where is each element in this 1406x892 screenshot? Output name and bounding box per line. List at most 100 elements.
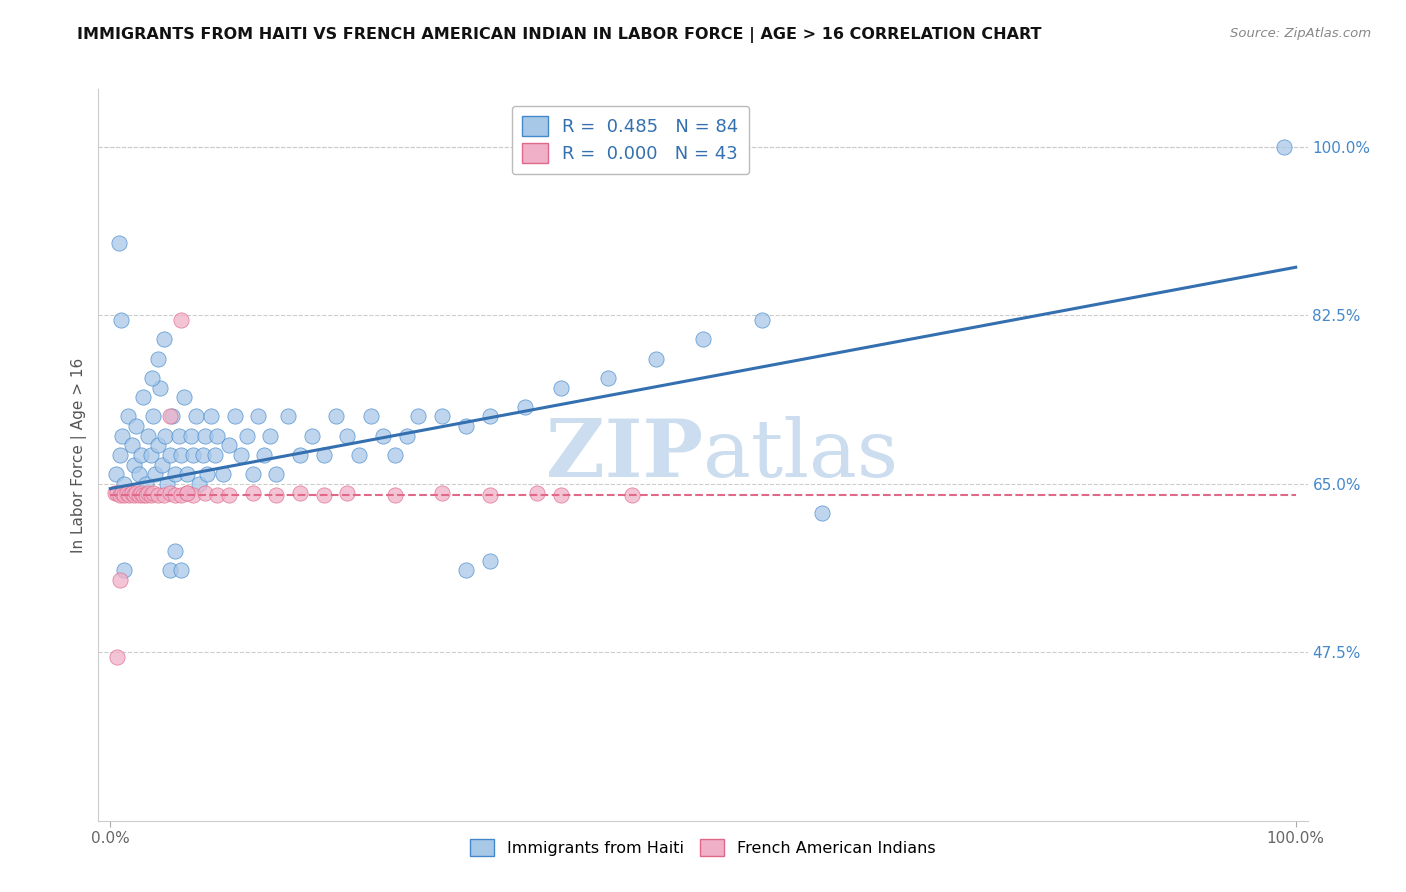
Point bbox=[229, 448, 252, 462]
Point bbox=[136, 486, 159, 500]
Point bbox=[325, 409, 347, 424]
Point bbox=[188, 476, 211, 491]
Point bbox=[114, 488, 136, 502]
Point bbox=[128, 467, 150, 482]
Point bbox=[114, 476, 136, 491]
Point bbox=[212, 467, 235, 482]
Point bbox=[173, 390, 195, 404]
Point bbox=[176, 486, 198, 500]
Point bbox=[550, 380, 572, 394]
Point bbox=[277, 409, 299, 424]
Point bbox=[197, 467, 219, 482]
Point bbox=[105, 467, 128, 482]
Point bbox=[139, 488, 162, 502]
Point bbox=[336, 486, 359, 500]
Point bbox=[135, 488, 157, 502]
Point bbox=[129, 448, 152, 462]
Point bbox=[165, 544, 187, 558]
Y-axis label: In Labor Force | Age > 16: In Labor Force | Age > 16 bbox=[72, 358, 87, 552]
Point bbox=[105, 650, 128, 665]
Point bbox=[218, 438, 240, 452]
Point bbox=[121, 438, 143, 452]
Point bbox=[384, 488, 406, 502]
Point bbox=[111, 486, 134, 500]
Point bbox=[165, 467, 187, 482]
Point bbox=[108, 488, 131, 502]
Text: IMMIGRANTS FROM HAITI VS FRENCH AMERICAN INDIAN IN LABOR FORCE | AGE > 16 CORREL: IMMIGRANTS FROM HAITI VS FRENCH AMERICAN… bbox=[77, 27, 1042, 43]
Point bbox=[810, 506, 832, 520]
Point bbox=[218, 488, 240, 502]
Point bbox=[136, 428, 159, 442]
Point bbox=[478, 409, 501, 424]
Point bbox=[115, 486, 138, 500]
Point bbox=[159, 563, 181, 577]
Point bbox=[395, 428, 418, 442]
Point bbox=[132, 390, 155, 404]
Point bbox=[149, 380, 172, 394]
Point bbox=[153, 428, 176, 442]
Point bbox=[550, 488, 572, 502]
Point bbox=[125, 419, 148, 434]
Point bbox=[110, 313, 132, 327]
Point bbox=[108, 448, 131, 462]
Point bbox=[312, 448, 335, 462]
Point bbox=[644, 351, 666, 366]
Point bbox=[135, 476, 157, 491]
Point bbox=[121, 486, 143, 500]
Point bbox=[360, 409, 382, 424]
Point bbox=[146, 438, 169, 452]
Point bbox=[170, 448, 193, 462]
Point bbox=[170, 488, 193, 502]
Point bbox=[139, 448, 162, 462]
Point bbox=[205, 488, 228, 502]
Point bbox=[194, 428, 217, 442]
Point bbox=[288, 486, 311, 500]
Point bbox=[454, 563, 477, 577]
Point bbox=[176, 486, 198, 500]
Point bbox=[235, 428, 257, 442]
Point bbox=[1272, 140, 1295, 154]
Point bbox=[620, 488, 643, 502]
Point bbox=[129, 486, 152, 500]
Point bbox=[242, 467, 264, 482]
Point bbox=[176, 467, 198, 482]
Point bbox=[156, 476, 179, 491]
Point bbox=[152, 333, 174, 347]
Text: ZIP: ZIP bbox=[546, 416, 703, 494]
Point bbox=[598, 371, 620, 385]
Point bbox=[259, 428, 281, 442]
Point bbox=[347, 448, 370, 462]
Point bbox=[180, 428, 202, 442]
Legend: Immigrants from Haiti, French American Indians: Immigrants from Haiti, French American I… bbox=[463, 831, 943, 863]
Point bbox=[105, 486, 128, 500]
Point bbox=[242, 486, 264, 500]
Point bbox=[204, 448, 226, 462]
Point bbox=[247, 409, 270, 424]
Point bbox=[159, 448, 181, 462]
Point bbox=[152, 458, 174, 472]
Point bbox=[143, 467, 166, 482]
Point bbox=[152, 488, 174, 502]
Point bbox=[264, 488, 287, 502]
Point bbox=[118, 488, 141, 502]
Point bbox=[122, 458, 145, 472]
Point bbox=[146, 351, 169, 366]
Point bbox=[384, 448, 406, 462]
Point bbox=[146, 488, 169, 502]
Point bbox=[160, 409, 183, 424]
Point bbox=[191, 448, 214, 462]
Point bbox=[194, 486, 217, 500]
Point bbox=[408, 409, 430, 424]
Point bbox=[432, 409, 454, 424]
Point bbox=[432, 486, 454, 500]
Point bbox=[181, 488, 204, 502]
Point bbox=[478, 488, 501, 502]
Point bbox=[142, 409, 165, 424]
Point bbox=[159, 486, 181, 500]
Point bbox=[128, 488, 150, 502]
Point bbox=[167, 428, 190, 442]
Point bbox=[107, 236, 129, 251]
Point bbox=[264, 467, 287, 482]
Point bbox=[526, 486, 548, 500]
Point bbox=[200, 409, 222, 424]
